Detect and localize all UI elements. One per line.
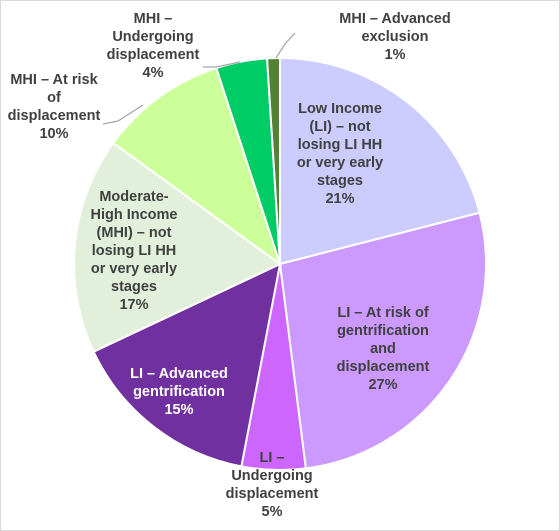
slice-label: Low Income (LI) – not losing LI HH or very … <box>297 101 383 207</box>
slice-label: MHI – Undergoing displacement 4% <box>107 11 200 81</box>
leader-line-mhi-undergoing <box>203 61 241 68</box>
pie-slice <box>279 56 481 266</box>
pie-slice <box>278 211 487 470</box>
leader-line-mhi-at-risk <box>102 104 144 125</box>
leader-lines <box>102 32 296 125</box>
slice-label: LI – Advanced gentrification 15% <box>130 366 228 418</box>
slice-labels: Low Income (LI) – not losing LI HH or very … <box>8 11 451 520</box>
pie-slice <box>266 56 281 265</box>
leader-line-mhi-advanced <box>275 32 296 59</box>
pie-slice <box>111 66 282 267</box>
slice-label: LI – At risk of gentrification and displace… <box>337 305 430 393</box>
pie-slices <box>73 56 487 471</box>
slice-label: MHI – At risk of displacement 10% <box>8 72 101 142</box>
slice-label: MHI – Advanced exclusion 1% <box>339 11 450 63</box>
slice-label: Moderate-High Income (MHI) – not losing LI… <box>90 189 177 313</box>
slice-label: LI – Undergoing displacement 5% <box>226 450 319 520</box>
pie-slice <box>92 262 282 468</box>
pie-slice <box>73 141 282 354</box>
